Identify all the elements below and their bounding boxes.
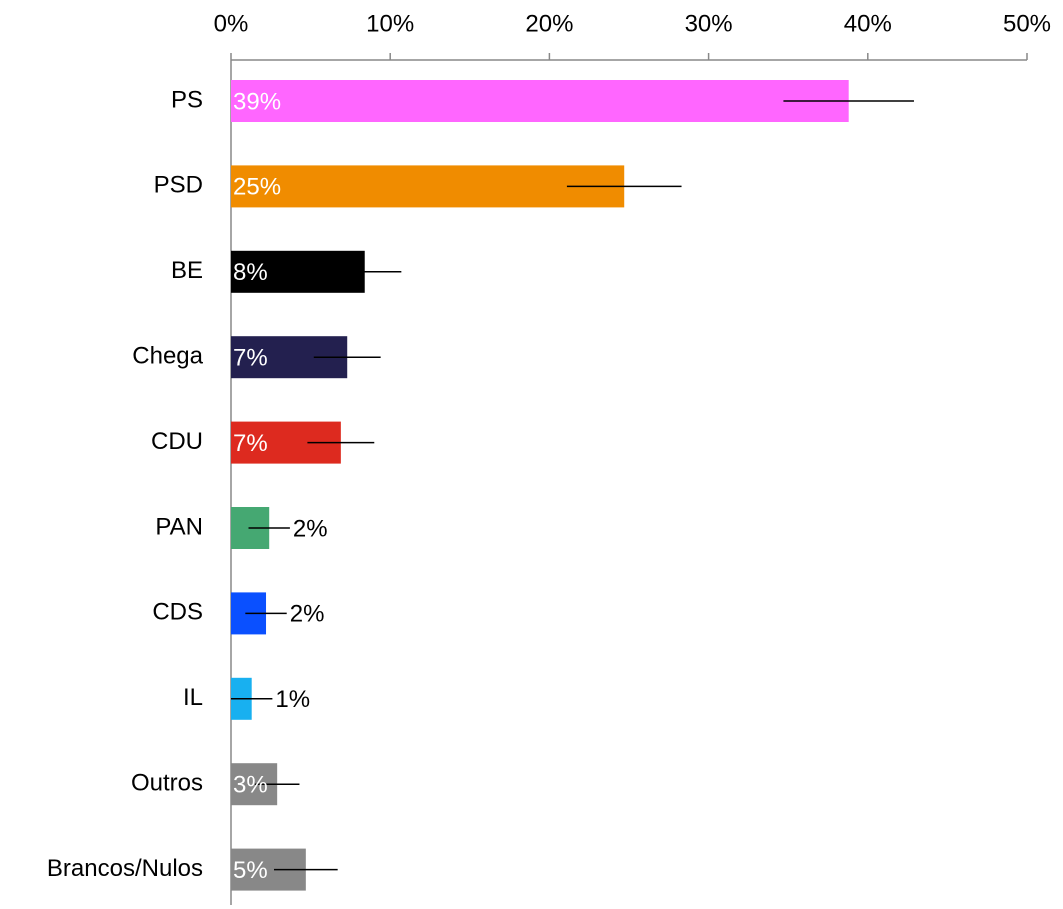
x-tick-label: 50% <box>1003 10 1051 37</box>
x-tick-label: 0% <box>214 10 249 37</box>
bar <box>231 80 849 122</box>
value-label: 25% <box>233 174 281 201</box>
x-tick-label: 30% <box>685 10 733 37</box>
value-label: 39% <box>233 88 281 115</box>
value-label: 5% <box>233 857 268 884</box>
category-label: PS <box>171 86 203 113</box>
category-label: IL <box>183 684 203 711</box>
category-label: Brancos/Nulos <box>47 855 203 882</box>
value-label: 2% <box>290 601 325 628</box>
category-label: CDS <box>152 599 203 626</box>
value-label: 3% <box>233 772 268 799</box>
category-label: CDU <box>151 428 203 455</box>
category-label: BE <box>171 257 203 284</box>
category-label: Chega <box>132 343 203 370</box>
value-label: 7% <box>233 345 268 372</box>
value-label: 7% <box>233 430 268 457</box>
category-label: PSD <box>154 172 203 199</box>
category-label: Outros <box>131 770 203 797</box>
x-tick-label: 20% <box>525 10 573 37</box>
value-label: 1% <box>275 686 310 713</box>
x-tick-label: 40% <box>844 10 892 37</box>
x-tick-label: 10% <box>366 10 414 37</box>
category-label: PAN <box>155 513 203 540</box>
value-label: 8% <box>233 259 268 286</box>
bar <box>231 165 625 208</box>
value-label: 2% <box>293 515 328 542</box>
